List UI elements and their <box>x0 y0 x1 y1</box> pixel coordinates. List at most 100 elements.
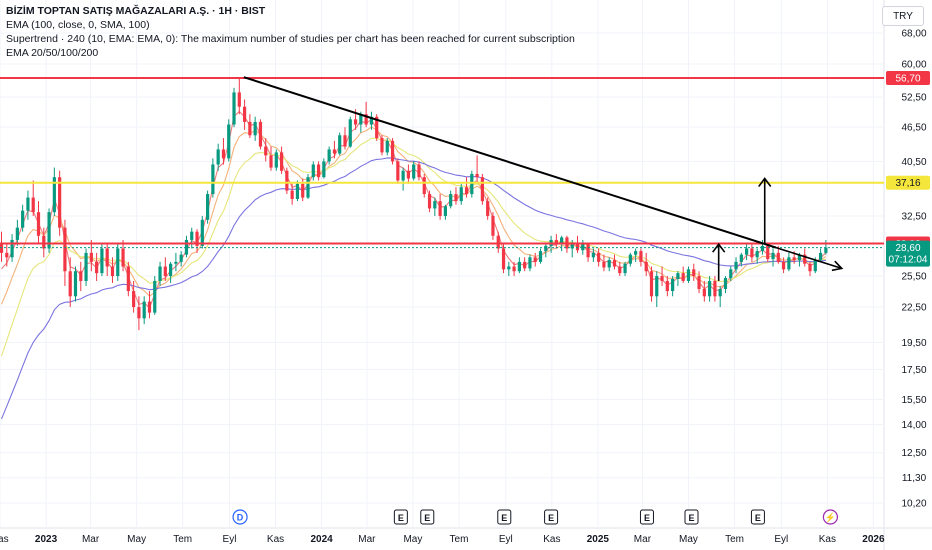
candle[interactable] <box>734 257 738 274</box>
candle[interactable] <box>438 194 442 220</box>
candle[interactable] <box>47 208 51 253</box>
candle[interactable] <box>5 244 9 267</box>
trend-extension-arrow[interactable] <box>775 246 842 270</box>
candle[interactable] <box>343 127 347 150</box>
candle[interactable] <box>26 190 30 220</box>
candle[interactable] <box>0 231 4 262</box>
candle[interactable] <box>618 261 622 277</box>
candle[interactable] <box>459 183 463 205</box>
candle[interactable] <box>554 234 558 249</box>
candle[interactable] <box>781 257 786 274</box>
candle[interactable] <box>316 161 321 181</box>
candle[interactable] <box>375 114 379 141</box>
candle[interactable] <box>406 164 411 184</box>
candle[interactable] <box>116 244 120 281</box>
candle[interactable] <box>285 167 289 195</box>
candle[interactable] <box>475 155 479 181</box>
candle[interactable] <box>544 244 548 258</box>
candle[interactable] <box>36 201 41 245</box>
event-marker[interactable]: E <box>684 509 699 525</box>
candle[interactable] <box>264 138 268 162</box>
candle[interactable] <box>517 257 521 274</box>
candle[interactable] <box>184 235 189 258</box>
event-marker[interactable]: ⚡ <box>822 509 839 525</box>
candle[interactable] <box>322 158 326 179</box>
candle[interactable] <box>364 101 368 128</box>
candle[interactable] <box>501 244 506 274</box>
event-marker[interactable]: E <box>497 509 512 525</box>
candle[interactable] <box>232 87 236 128</box>
candle[interactable] <box>586 242 590 262</box>
candle[interactable] <box>221 138 226 165</box>
candle[interactable] <box>63 219 67 286</box>
candle[interactable] <box>385 138 389 156</box>
candle[interactable] <box>417 161 421 181</box>
event-marker[interactable]: D <box>232 509 248 525</box>
candle[interactable] <box>639 248 643 267</box>
candle[interactable] <box>216 143 220 171</box>
candle[interactable] <box>227 119 231 162</box>
candle[interactable] <box>15 219 19 246</box>
trendline[interactable] <box>243 76 777 249</box>
candle[interactable] <box>396 158 400 184</box>
candle[interactable] <box>591 248 595 262</box>
candle[interactable] <box>79 261 83 292</box>
candle[interactable] <box>745 244 749 261</box>
candle[interactable] <box>538 248 543 264</box>
candle[interactable] <box>708 276 712 302</box>
candle[interactable] <box>597 248 601 267</box>
candle[interactable] <box>507 261 511 277</box>
candle[interactable] <box>269 146 273 171</box>
candle[interactable] <box>105 244 109 277</box>
candle[interactable] <box>190 227 194 249</box>
candle[interactable] <box>153 276 157 315</box>
candle[interactable] <box>486 197 490 220</box>
candle[interactable] <box>110 257 115 283</box>
candle[interactable] <box>311 161 315 181</box>
candle[interactable] <box>338 132 342 156</box>
candle[interactable] <box>771 248 775 267</box>
candle[interactable] <box>644 252 648 277</box>
candle[interactable] <box>380 135 384 156</box>
candle[interactable] <box>52 167 56 216</box>
candle[interactable] <box>496 231 500 253</box>
candle[interactable] <box>602 254 606 272</box>
candle[interactable] <box>464 177 469 198</box>
candle[interactable] <box>274 149 278 171</box>
candle[interactable] <box>248 114 252 139</box>
candle[interactable] <box>121 239 125 272</box>
candle[interactable] <box>21 204 25 232</box>
candle[interactable] <box>253 116 257 141</box>
candle[interactable] <box>533 252 537 267</box>
candle[interactable] <box>676 271 680 286</box>
candle[interactable] <box>195 229 199 253</box>
currency-button[interactable]: TRY <box>882 6 924 26</box>
candle[interactable] <box>211 158 215 198</box>
candle[interactable] <box>84 248 88 286</box>
candle[interactable] <box>327 146 331 165</box>
candle[interactable] <box>179 251 183 267</box>
candle[interactable] <box>242 99 247 130</box>
candle[interactable] <box>348 116 352 148</box>
candle[interactable] <box>306 173 310 199</box>
candle[interactable] <box>729 266 733 281</box>
candle[interactable] <box>470 170 474 198</box>
candle[interactable] <box>433 197 437 216</box>
candle[interactable] <box>279 146 284 174</box>
candle[interactable] <box>95 252 99 281</box>
candle[interactable] <box>137 296 141 331</box>
candle[interactable] <box>491 212 495 240</box>
candle[interactable] <box>681 266 685 283</box>
candle[interactable] <box>58 170 62 236</box>
candle[interactable] <box>671 276 675 297</box>
candle[interactable] <box>158 261 162 286</box>
candle[interactable] <box>723 276 728 294</box>
candle[interactable] <box>739 252 743 267</box>
candle[interactable] <box>512 261 516 277</box>
event-marker[interactable]: E <box>393 509 408 525</box>
candle[interactable] <box>713 276 717 302</box>
candle[interactable] <box>206 190 210 224</box>
candle[interactable] <box>332 140 337 159</box>
candle[interactable] <box>449 190 453 209</box>
candle[interactable] <box>443 204 447 220</box>
